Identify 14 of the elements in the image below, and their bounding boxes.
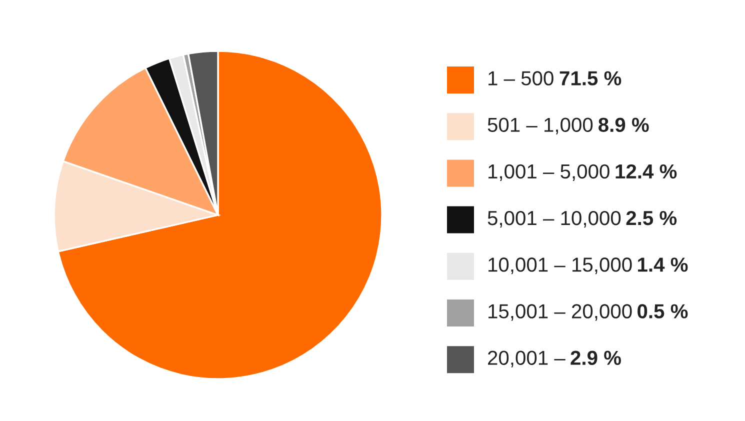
data-label: 8.9 % xyxy=(598,118,649,132)
legend-label: 10,001 – 15,000 xyxy=(488,258,632,274)
legend-label: 5,001 – 10,000 xyxy=(488,210,621,228)
legend-label: 15,001 – 20,000 xyxy=(488,304,632,321)
data-label: 12.4 % xyxy=(616,164,677,179)
legend-label: 20,001 – xyxy=(488,350,566,368)
legend-label: 1 – 500 xyxy=(488,71,554,86)
data-label: 1.4 % xyxy=(638,258,688,272)
data-label: 0.5 % xyxy=(638,304,688,318)
legend-label: 501 – 1,000 xyxy=(488,118,593,134)
data-label: 2.9 % xyxy=(570,350,621,366)
data-label: 2.5 % xyxy=(626,210,677,226)
data-label: 71.5 % xyxy=(560,71,622,86)
legend-label: 1,001 – 5,000 xyxy=(488,164,610,181)
